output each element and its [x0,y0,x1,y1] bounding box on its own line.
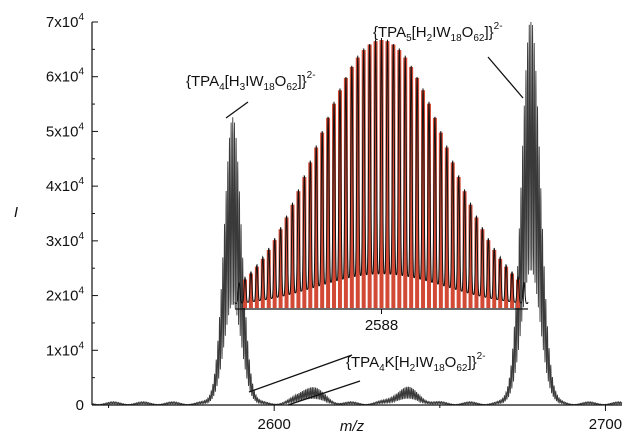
simulated-isotope-bar [468,204,473,308]
y-axis-title: I [14,204,18,221]
simulated-isotope-bar [498,258,503,308]
simulated-isotope-bar [260,258,265,308]
main-spectrum-trace [91,21,623,406]
simulated-isotope-bar [243,279,247,308]
experimental-isotope-line [234,37,529,304]
simulated-isotope-bar [409,66,414,308]
simulated-isotope-bar [337,90,342,308]
y-tick-label: 0 [76,397,84,414]
simulated-isotope-bar [284,217,289,308]
simulated-isotope-bar [314,147,319,308]
spectrum-line [91,21,623,406]
simulated-isotope-bar [474,217,479,308]
simulated-isotope-bar [462,191,467,308]
y-tick-label: 4x104 [46,176,85,195]
simulated-isotope-bar [426,103,431,308]
simulated-isotope-bar [272,240,277,308]
simulated-isotope-bar [421,90,426,308]
simulated-isotope-bar [438,132,443,308]
simulated-isotope-bar [308,162,313,308]
simulated-isotope-bar [391,44,396,308]
simulated-isotope-bar [444,147,449,308]
leader-line-peak3a [248,354,353,393]
y-tick-label: 7x104 [46,12,85,31]
annotation-peak1: {TPA4[H3IW18O62]}2- [186,70,316,93]
simulated-isotope-bar [266,249,271,308]
simulated-isotope-bar [486,240,491,308]
leader-line-peak1 [225,101,249,119]
simulated-isotope-bar [248,273,253,308]
inset-isotope-pattern: 2588 [234,37,529,334]
annotation-peak3: {TPA4K[H2IW18O62]}2- [346,351,486,374]
y-tick-label: 6x104 [46,67,85,86]
leader-line-peak2 [487,56,524,99]
y-tick-label: 5x104 [46,121,85,140]
simulated-isotope-bar [254,266,259,308]
simulated-isotope-bar [361,50,366,308]
simulated-isotope-bar [450,162,455,308]
simulated-isotope-bar [349,66,354,308]
simulated-isotope-bar [516,279,520,308]
simulated-isotope-bar [332,103,337,308]
axes: 0 1x104 2x104 3x104 4x104 5x104 6x104 7x104 2600… [14,12,622,435]
simulated-isotope-bar [432,117,437,308]
x-tick-label: 2700 [589,416,622,433]
simulated-isotope-bar [480,229,485,308]
simulated-isotope-bar [278,229,283,308]
simulated-isotope-bar [456,177,461,308]
simulated-isotope-bar [510,273,515,308]
simulated-isotope-bar [320,132,325,308]
simulated-isotope-bar [385,41,390,308]
simulated-isotope-bar [290,204,295,308]
simulated-isotope-bar [403,57,408,308]
y-tick-label: 1x104 [46,340,85,359]
simulated-isotope-bar [302,177,307,308]
leader-line-peak3b [287,380,361,406]
simulated-isotope-bar [355,57,360,308]
inset-x-tick-label: 2588 [365,317,398,334]
simulated-isotope-bar [504,266,509,308]
y-tick-label: 3x104 [46,231,85,250]
x-tick-label: 2600 [258,416,291,433]
x-axis-title: m/z [340,418,365,435]
annotations: {TPA4[H3IW18O62]}2- {TPA5[H2IW18O62]}2- {T… [186,21,524,406]
simulated-isotope-bar [379,40,384,308]
annotation-peak2: {TPA5[H2IW18O62]}2- [373,21,503,44]
y-tick-label: 2x104 [46,286,85,305]
simulated-isotope-bar [373,41,378,308]
simulated-isotope-bar [397,50,402,308]
simulated-isotope-bar [296,191,301,308]
simulated-isotope-bar [415,77,420,308]
simulated-isotope-bar [367,44,372,308]
simulated-isotope-bar [343,77,348,308]
simulated-isotope-bar [326,117,331,308]
simulated-isotope-bar [492,249,497,308]
